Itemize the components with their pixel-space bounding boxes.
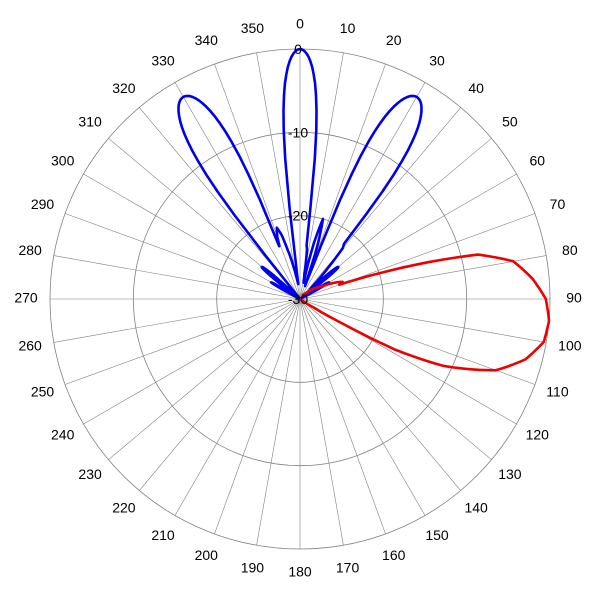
spoke-110: [299, 298, 536, 385]
spoke-30: [299, 82, 426, 300]
radial-tick-label: 0: [294, 41, 302, 57]
angle-tick-label: 50: [502, 114, 518, 130]
spoke-350: [256, 52, 301, 300]
spoke-130: [299, 298, 492, 460]
angle-tick-label: 300: [51, 153, 75, 169]
angle-tick-label: 10: [340, 20, 356, 36]
spoke-220: [139, 298, 301, 491]
angle-tick-label: 80: [562, 242, 578, 258]
angle-tick-label: 60: [530, 153, 546, 169]
angle-tick-label: 240: [51, 427, 75, 443]
spoke-330: [174, 82, 301, 300]
spoke-160: [299, 298, 386, 535]
spoke-60: [299, 173, 517, 300]
spoke-290: [64, 213, 301, 300]
angle-tick-label: 120: [526, 427, 550, 443]
angle-tick-label: 320: [112, 80, 136, 96]
radial-tick-label: -30: [288, 291, 308, 307]
radial-tick-labels: 0 -10 -20 -30: [288, 41, 308, 307]
spoke-200: [214, 298, 301, 535]
radial-tick-label: -10: [288, 124, 308, 140]
angle-tick-label: 180: [288, 564, 312, 580]
angle-tick-label: 290: [31, 196, 55, 212]
angle-tick-label: 130: [498, 466, 522, 482]
angle-tick-label: 100: [558, 337, 582, 353]
spoke-280: [53, 255, 301, 300]
angle-tick-label: 280: [18, 242, 42, 258]
spoke-260: [53, 298, 301, 343]
spoke-210: [174, 298, 301, 516]
angle-tick-label: 40: [468, 80, 484, 96]
spoke-140: [299, 298, 461, 491]
series-line-0: [177, 47, 423, 301]
spoke-300: [83, 173, 301, 300]
radial-tick-label: -20: [288, 208, 308, 224]
angle-tick-label: 170: [336, 560, 360, 576]
angle-tick-label: 190: [241, 560, 265, 576]
spoke-190: [256, 298, 301, 546]
angle-tick-label: 350: [241, 20, 265, 36]
angle-tick-label: 70: [550, 196, 566, 212]
angle-tick-labels: 0 10 20 30 40 50 60 70 80 90 100 110 120 130 140 150 160…: [14, 16, 582, 580]
spoke-70: [299, 213, 536, 300]
angle-tick-label: 110: [546, 383, 569, 399]
angle-tick-label: 230: [78, 466, 102, 482]
angle-tick-label: 270: [14, 290, 38, 306]
angle-tick-label: 30: [429, 52, 445, 68]
angle-tick-label: 250: [31, 383, 55, 399]
series-line-1: [299, 253, 551, 372]
angle-tick-label: 260: [18, 337, 42, 353]
angle-tick-label: 160: [382, 547, 406, 563]
angle-tick-label: 220: [112, 500, 136, 516]
angle-tick-label: 330: [151, 52, 175, 68]
spoke-40: [299, 107, 461, 300]
angle-tick-label: 150: [425, 527, 449, 543]
angle-tick-label: 200: [195, 547, 219, 563]
angle-tick-label: 210: [151, 527, 175, 543]
spoke-100: [299, 298, 547, 343]
angle-tick-label: 0: [296, 16, 304, 32]
angle-tick-label: 340: [195, 32, 219, 48]
spoke-240: [83, 298, 301, 425]
angle-tick-label: 310: [78, 114, 102, 130]
spoke-170: [299, 298, 344, 546]
angle-tick-label: 90: [566, 290, 582, 306]
angle-tick-label: 140: [464, 500, 488, 516]
spoke-250: [64, 298, 301, 385]
series-lines: [177, 47, 551, 372]
spoke-150: [299, 298, 426, 516]
spoke-230: [108, 298, 301, 460]
spoke-80: [299, 255, 547, 300]
angle-tick-label: 20: [386, 32, 402, 48]
spoke-340: [214, 63, 301, 300]
